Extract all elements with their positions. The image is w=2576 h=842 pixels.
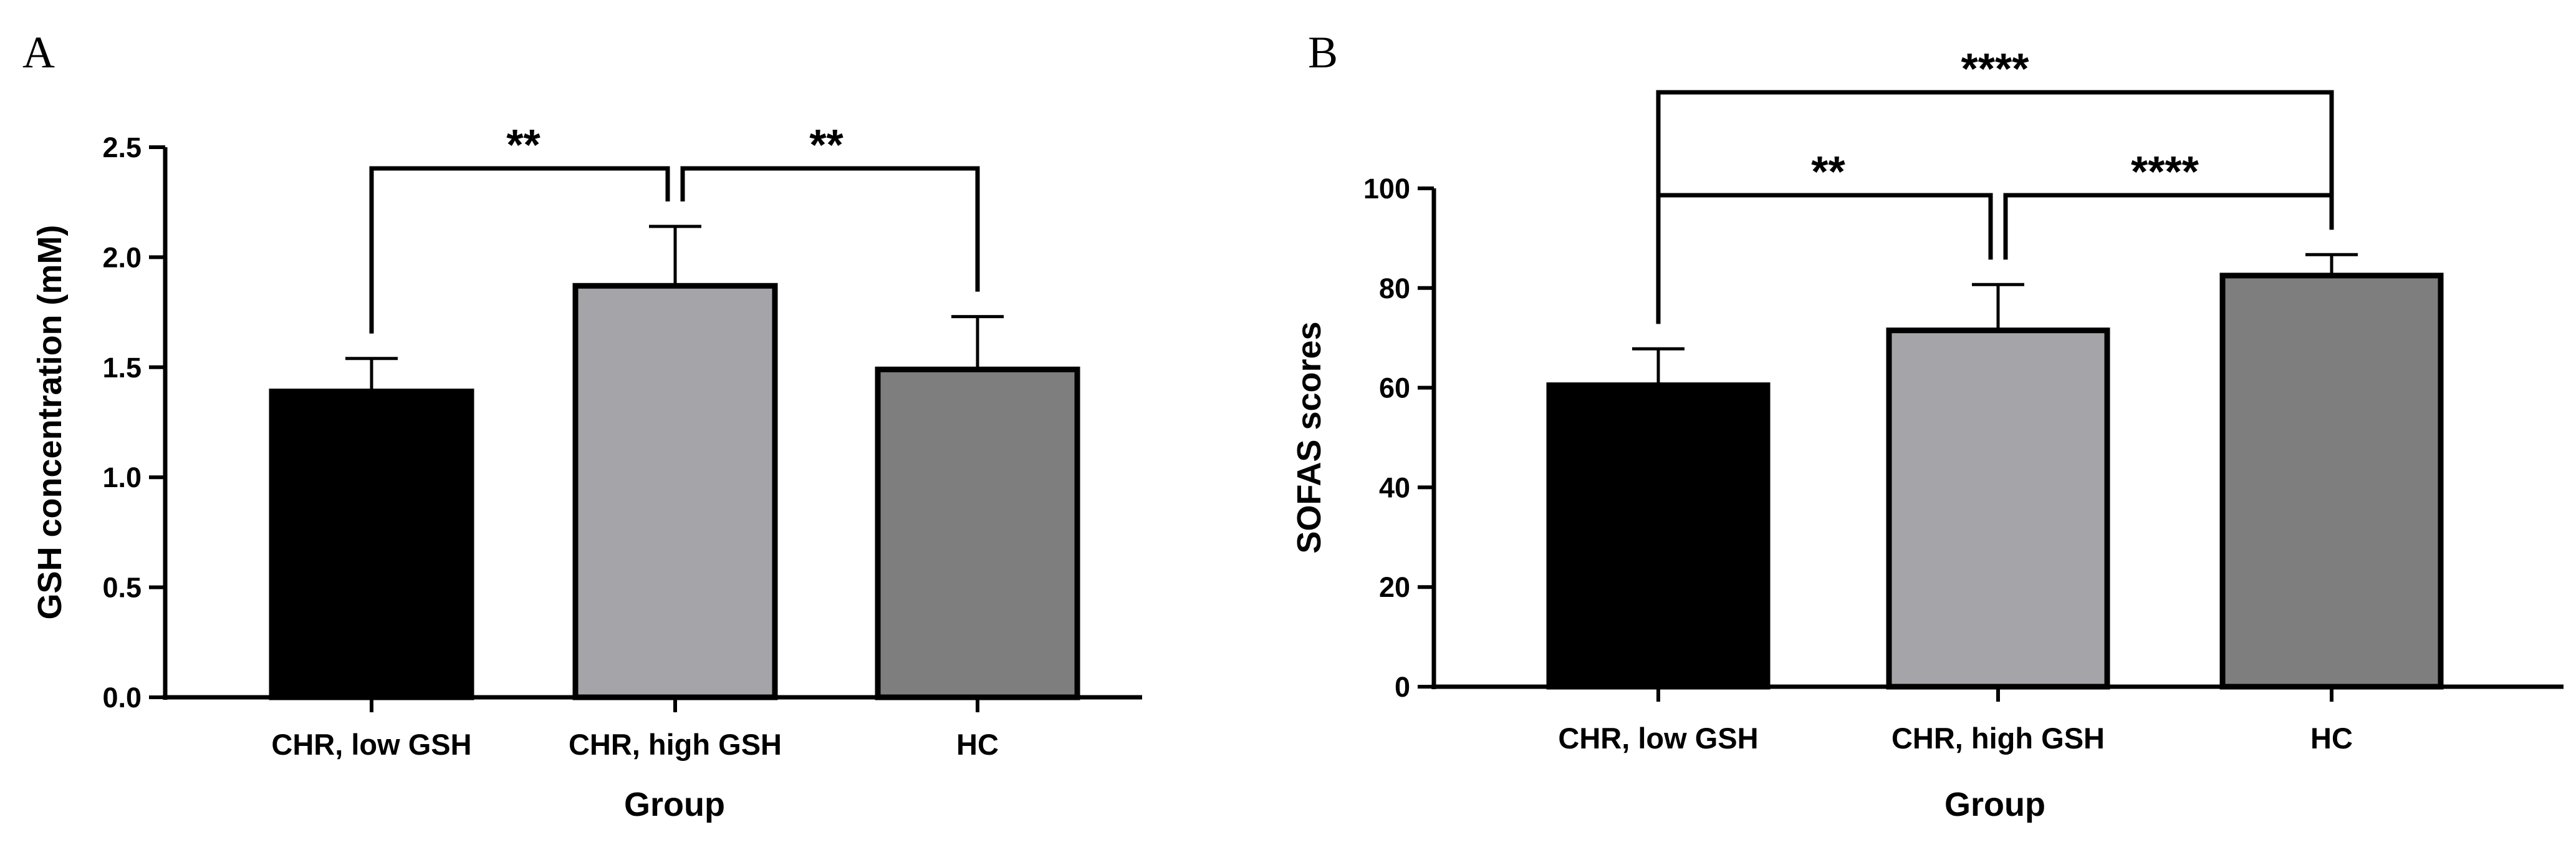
y-axis-title: GSH concentration (mM) — [31, 225, 69, 619]
y-tick-label: 60 — [1379, 372, 1410, 404]
bar — [269, 389, 474, 700]
panel-b: B CHR, low GSH CHR, high GSH HC 0 20 40 60 80 100… — [1290, 27, 2564, 823]
significance-bracket — [369, 166, 670, 334]
y-tick-label: 20 — [1379, 571, 1410, 603]
y-tick-label: 40 — [1379, 472, 1410, 503]
category-label: CHR, high GSH — [569, 728, 782, 761]
significance-bracket — [2003, 193, 2334, 260]
category-label: HC — [956, 728, 999, 761]
significance-label: **** — [2131, 147, 2199, 196]
category-label: CHR, low GSH — [271, 728, 471, 761]
bar — [875, 366, 1080, 700]
panel-letter: A — [22, 27, 55, 77]
bar — [1886, 327, 2110, 690]
bar — [2219, 273, 2444, 690]
panel-a: A CHR, low GSH CHR, high GSH HC 0.0 0.5 1.0 1.5… — [22, 27, 1142, 823]
category-label: CHR, low GSH — [1558, 722, 1758, 755]
y-tick-label: 2.0 — [102, 241, 142, 273]
y-tick-label: 0.5 — [102, 572, 142, 604]
category-label: HC — [2310, 722, 2353, 755]
y-tick-label: 80 — [1379, 273, 1410, 304]
category-label: CHR, high GSH — [1891, 722, 2105, 755]
significance-bracket — [680, 166, 980, 292]
y-tick-label: 0 — [1395, 671, 1410, 703]
y-tick-label: 100 — [1363, 173, 1410, 205]
y-tick-label: 1.0 — [102, 462, 142, 493]
significance-label: ** — [506, 120, 541, 169]
panel-letter: B — [1308, 27, 1338, 77]
x-axis-title: Group — [1944, 786, 2045, 823]
significance-bracket — [1656, 90, 2334, 324]
bar — [572, 283, 778, 700]
bar — [1546, 382, 1771, 690]
y-tick-label: 2.5 — [102, 132, 142, 163]
y-axis-title: SOFAS scores — [1290, 321, 1328, 553]
x-axis-title: Group — [624, 786, 725, 823]
significance-label: ** — [809, 120, 843, 169]
y-tick-label: 1.5 — [102, 352, 142, 384]
significance-label: **** — [1961, 44, 2030, 93]
significance-bracket — [1656, 193, 1993, 324]
y-tick-label: 0.0 — [102, 682, 142, 714]
significance-label: ** — [1811, 147, 1845, 196]
